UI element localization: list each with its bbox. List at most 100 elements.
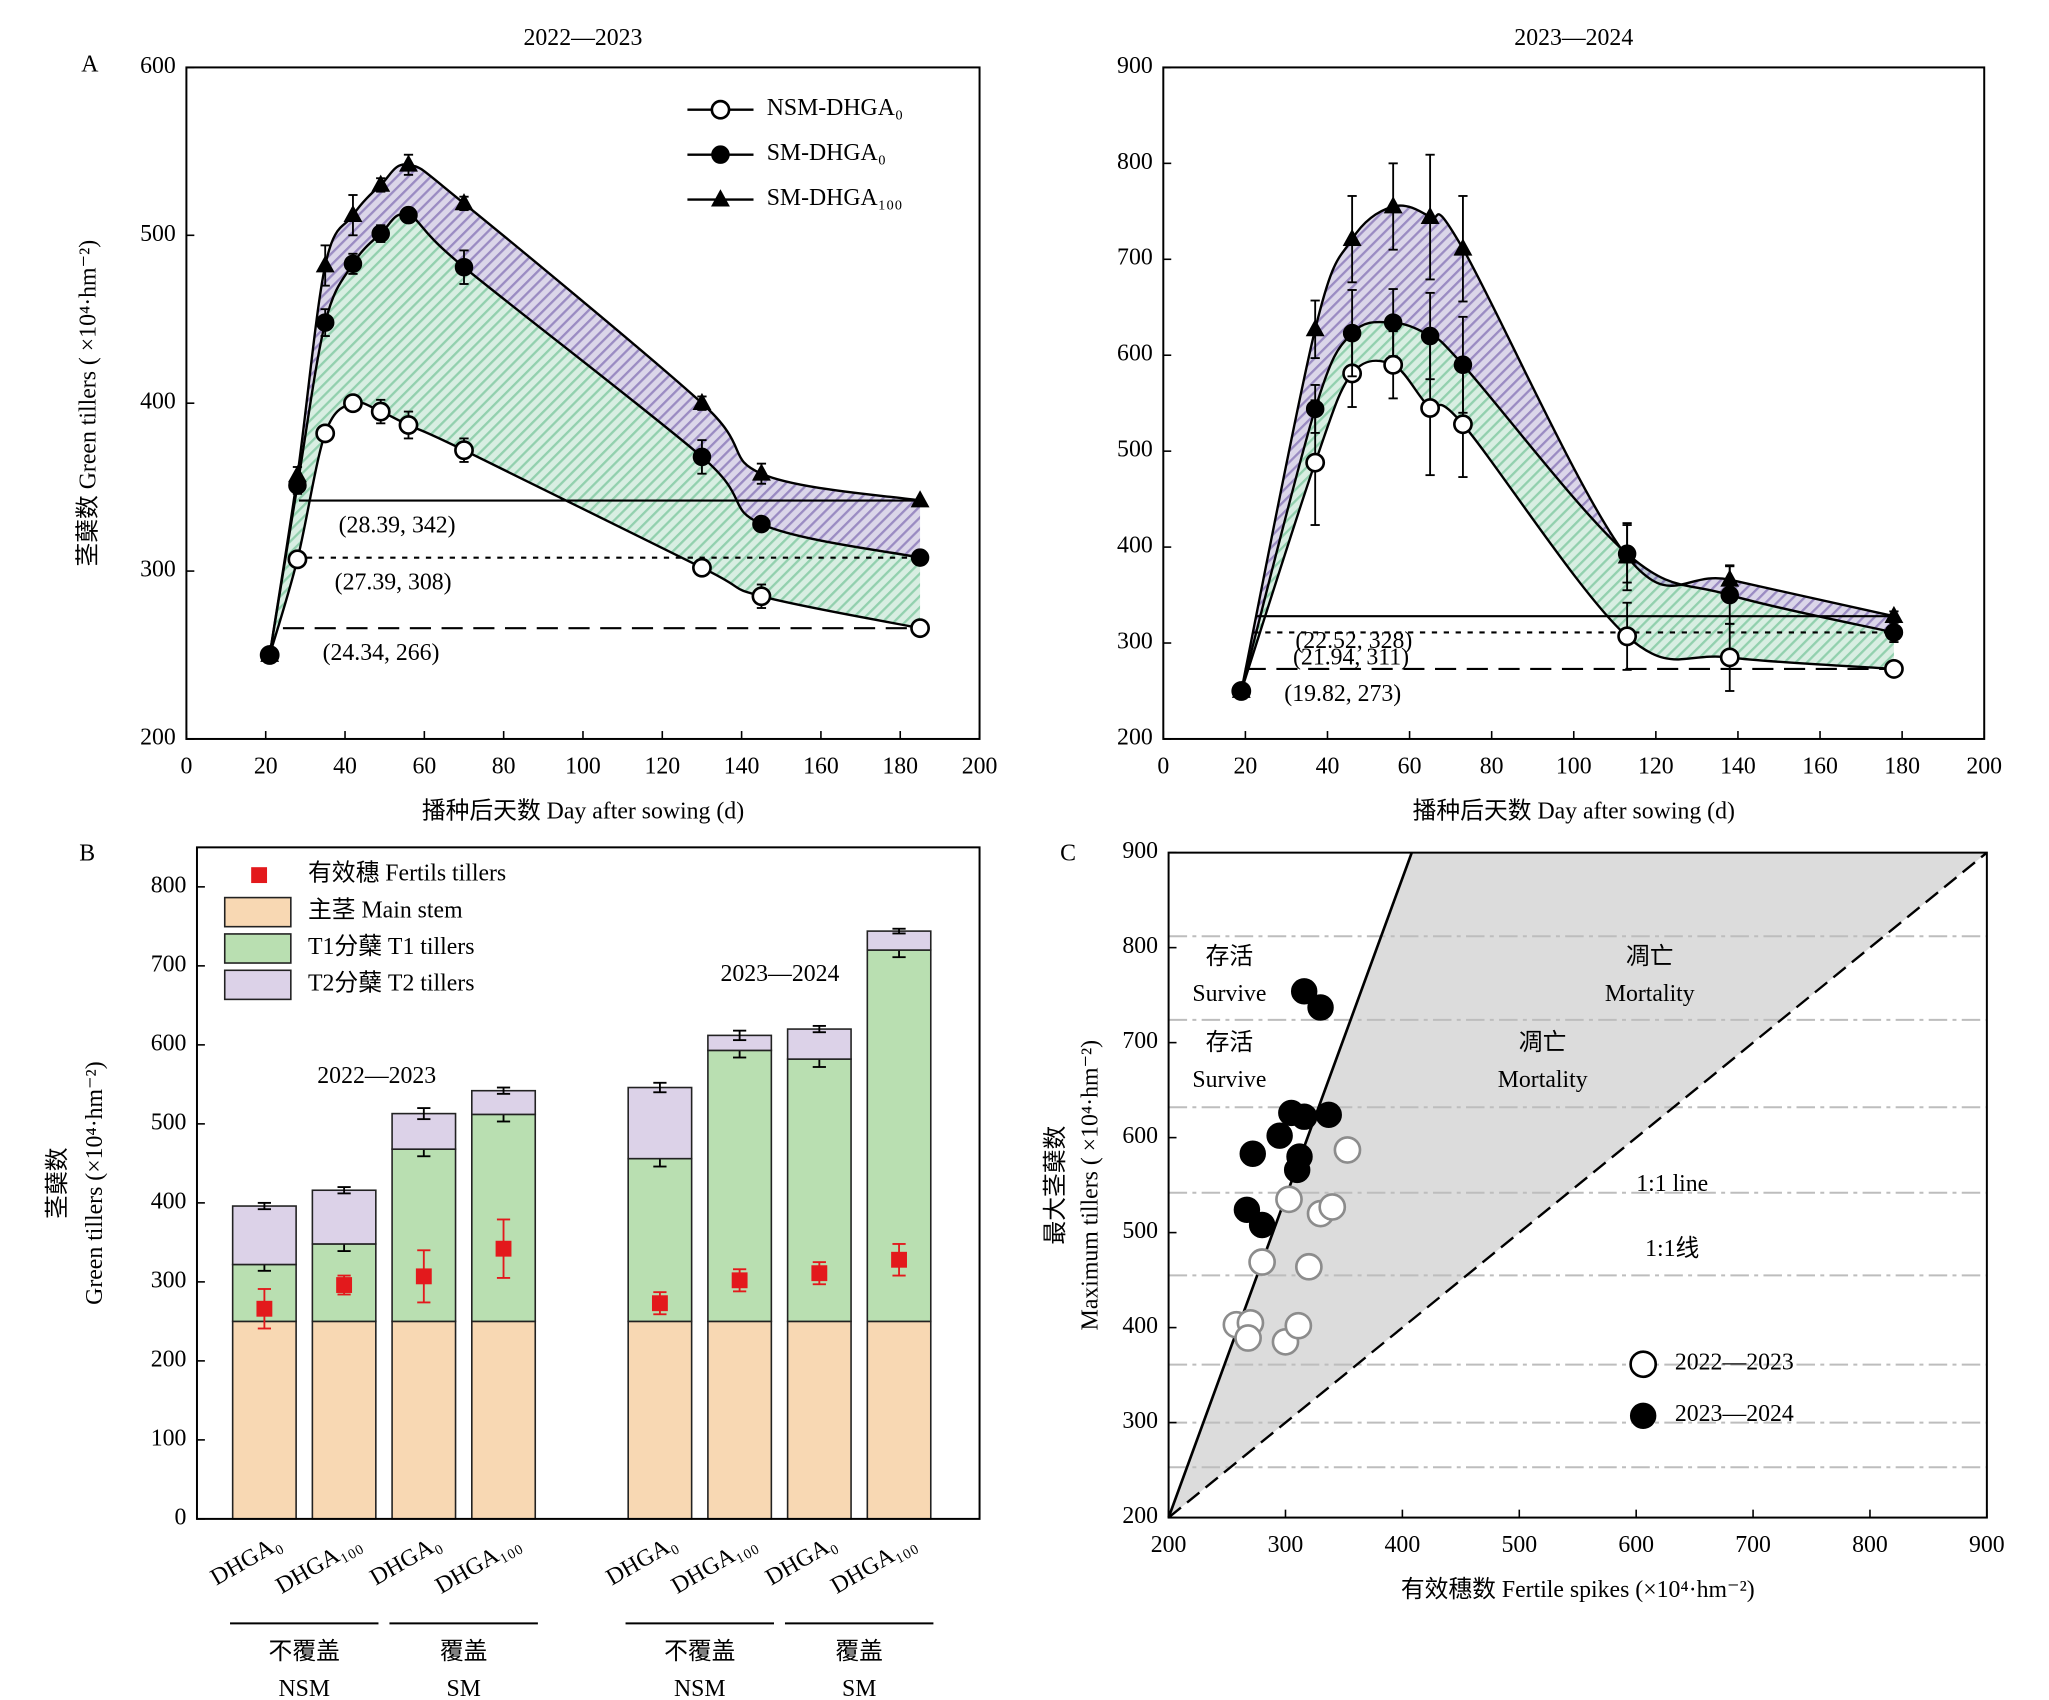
y-tick-label: 700 xyxy=(151,951,187,977)
legend-label: SM-DHGA₁₀₀ xyxy=(767,185,903,211)
region-label: 凋亡 xyxy=(1519,1029,1567,1056)
x-tick-label: 120 xyxy=(644,753,680,779)
reference-label: (19.82, 273) xyxy=(1284,681,1401,707)
band xyxy=(269,213,921,656)
legend-marker xyxy=(1629,1350,1658,1379)
error-bar xyxy=(337,1186,351,1195)
marker xyxy=(1720,569,1740,587)
y-tick-label: 600 xyxy=(1117,341,1153,367)
marker xyxy=(910,490,930,508)
marker xyxy=(1884,605,1904,624)
bar-segment xyxy=(471,1113,537,1323)
group-label: NSM xyxy=(674,1676,726,1700)
marker xyxy=(1290,978,1318,1005)
legend-label: 有效穗 Fertils tillers xyxy=(308,860,506,887)
x-tick-label: 300 xyxy=(1268,1532,1304,1558)
marker xyxy=(399,154,418,172)
bar-segment xyxy=(311,1189,377,1245)
x-tick-label: 20 xyxy=(1234,753,1258,779)
y-tick-label: 400 xyxy=(140,389,176,415)
y-tick-label: 300 xyxy=(1117,628,1153,654)
x-tick-label: 80 xyxy=(492,753,516,779)
y-tick-label: 900 xyxy=(1117,53,1153,79)
legend-swatch xyxy=(223,896,292,928)
marker xyxy=(1884,623,1904,642)
x-tick-label: 0 xyxy=(1157,753,1169,779)
marker xyxy=(1420,206,1440,224)
y-tick-label: 500 xyxy=(140,221,176,247)
group-label: 不覆盖 xyxy=(269,1638,340,1665)
y-tick-label: 800 xyxy=(151,872,187,898)
marker xyxy=(1266,1122,1293,1149)
marker xyxy=(692,557,712,578)
region-label: Mortality xyxy=(1605,981,1695,1007)
x-tick-label: 900 xyxy=(1969,1532,2005,1558)
bar-segment xyxy=(391,1320,457,1520)
group-label: 覆盖 xyxy=(835,1638,883,1665)
y-axis-title: 茎蘖数 xyxy=(44,1147,71,1219)
line-label: 1:1 line xyxy=(1636,1171,1708,1197)
x-tick-label: 500 xyxy=(1501,1532,1537,1558)
x-tick-label: 180 xyxy=(1884,753,1920,779)
y-tick-label: 300 xyxy=(1122,1408,1158,1434)
point xyxy=(495,1240,512,1257)
marker xyxy=(398,415,419,435)
region-label: Mortality xyxy=(1498,1067,1588,1093)
marker xyxy=(287,549,308,570)
y-tick-label: 300 xyxy=(140,557,176,583)
marker xyxy=(1342,228,1362,247)
marker xyxy=(711,145,730,164)
marker xyxy=(1617,626,1638,647)
y-tick-label: 0 xyxy=(175,1504,187,1530)
year-label: 2023—2024 xyxy=(720,961,839,987)
marker xyxy=(1383,196,1403,214)
legend-swatch xyxy=(223,969,292,1001)
marker xyxy=(1719,647,1740,668)
marker xyxy=(1383,354,1404,375)
y-tick-label: 800 xyxy=(1117,149,1153,175)
y-tick-label: 500 xyxy=(1122,1218,1158,1244)
marker xyxy=(1453,355,1473,375)
panel-label: A xyxy=(81,52,98,78)
x-tick-label: 40 xyxy=(333,753,357,779)
legend-marker xyxy=(1629,1402,1657,1430)
y-tick-label: 400 xyxy=(1122,1313,1158,1339)
region-label: Survive xyxy=(1192,1067,1266,1093)
x-tick-label: 60 xyxy=(412,753,436,779)
point xyxy=(891,1251,907,1268)
point xyxy=(336,1277,353,1293)
y-tick-label: 900 xyxy=(1122,838,1158,864)
y-tick-label: 800 xyxy=(1122,933,1158,959)
y-tick-label: 300 xyxy=(151,1267,187,1293)
region-label: 存活 xyxy=(1206,943,1254,970)
marker xyxy=(454,257,474,277)
y-tick-label: 700 xyxy=(1122,1028,1158,1054)
error-bar xyxy=(653,1081,667,1094)
marker xyxy=(399,205,418,225)
legend-swatch xyxy=(223,933,292,964)
marker xyxy=(260,644,280,662)
year-label: 2022—2023 xyxy=(317,1063,436,1089)
y-axis-title: 最大茎蘖数 xyxy=(1042,1125,1069,1244)
legend-label: NSM-DHGA₀ xyxy=(767,95,903,121)
group-label: NSM xyxy=(278,1676,330,1700)
error-bar xyxy=(733,1029,747,1042)
point xyxy=(811,1265,828,1282)
marker xyxy=(1307,994,1334,1021)
point xyxy=(731,1272,748,1289)
bar-segment xyxy=(786,1058,852,1323)
x-tick-label: 200 xyxy=(1151,1532,1187,1558)
survive-line xyxy=(1167,852,1413,1519)
legend-label: 2023—2024 xyxy=(1675,1401,1794,1427)
x-axis-title: 有效穗数 Fertile spikes (×10⁴·hm⁻²) xyxy=(1401,1576,1755,1603)
panel-label: C xyxy=(1060,841,1076,867)
group-label: 不覆盖 xyxy=(664,1638,735,1665)
x-tick-label: 100 xyxy=(565,753,601,779)
y-tick-label: 200 xyxy=(1117,724,1153,750)
marker xyxy=(1315,1101,1342,1129)
legend-label: 2022—2023 xyxy=(1675,1350,1794,1376)
x-tick-label: 200 xyxy=(1966,753,2002,779)
legend-label: 主茎 Main stem xyxy=(308,897,463,924)
